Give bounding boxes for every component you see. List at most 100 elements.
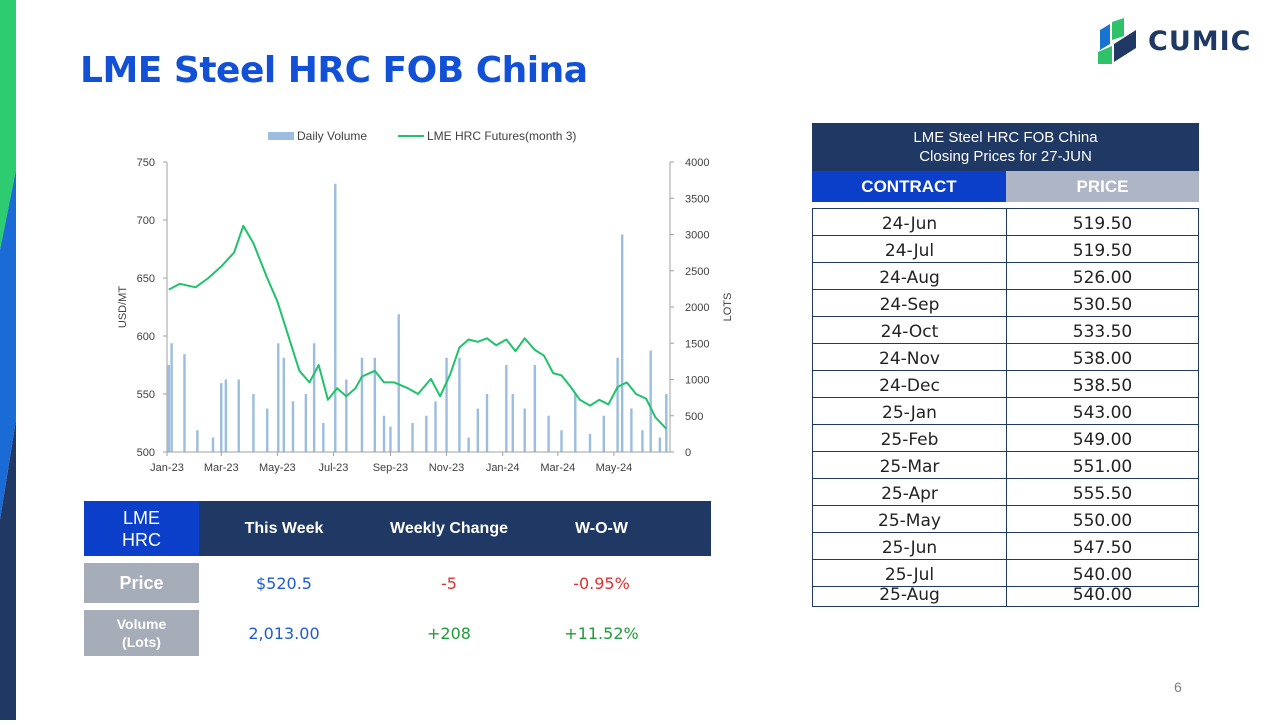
table-row: 24-Nov 538.00 [813,344,1198,371]
price-cell: 549.00 [1072,430,1133,450]
volume-bar [397,314,400,452]
volume-bar [523,408,526,452]
price-cell: 547.50 [1072,538,1133,558]
price-cell: 526.00 [1072,268,1133,288]
price-weekly-change: -5 [441,573,457,593]
cumic-logo: CUMIC [1096,18,1251,64]
volume-bar [630,408,633,452]
volume-bar [616,357,619,452]
y-tick-labels: 750 700 650 600 550 500 [137,157,167,459]
volume-bar [252,394,255,452]
y2-tick-labels: 4000 3500 3000 2500 2000 1500 1000 500 0 [670,157,709,459]
volume-bars [167,183,668,452]
futures-price-line [168,224,668,430]
contract-cell: 24-Dec [813,371,1007,397]
volume-bar [547,415,550,452]
volume-bar [658,437,662,452]
contract-cell: 24-Oct [813,317,1007,343]
price-cell: 519.50 [1072,214,1133,234]
x-tick-label: Nov-23 [429,462,464,474]
volume-bar [183,354,186,452]
volume-bar [224,379,228,452]
contract-cell: 24-Sep [813,290,1007,316]
volume-bar [312,343,316,452]
volume-weekly-change: +208 [427,623,471,643]
table-row: 24-Jun 519.50 [813,209,1198,236]
volume-bar [304,394,308,452]
volume-bar [282,357,285,452]
y2-tick-label: 1500 [685,338,709,350]
weekly-summary-table: LME HRC This Week Weekly Change W-O-W Pr… [84,501,711,656]
logo-text: CUMIC [1148,25,1252,57]
table-row: 24-Oct 533.50 [813,317,1198,344]
legend: Daily Volume LME HRC Futures(month 3) [268,129,576,143]
legend-label-futures: LME HRC Futures(month 3) [427,129,576,143]
header-price: PRICE [1006,171,1199,202]
volume-bar [574,394,577,452]
closing-prices-table: LME Steel HRC FOB China Closing Prices f… [812,123,1199,607]
contract-cell: 25-Jan [813,398,1007,424]
volume-bar [665,394,668,452]
y-tick-label: 650 [137,273,155,285]
row-label-price: Price [84,563,199,603]
volume-bar [382,415,386,452]
volume-bar [533,365,537,452]
price-cell: 519.50 [1072,241,1133,261]
contract-cell: 24-Jun [813,209,1007,235]
volume-bar [167,365,171,452]
y2-tick-label: 3000 [685,230,709,242]
volume-wow: +11.52% [564,623,639,643]
x-tick-label: Mar-23 [204,462,239,474]
volume-bar [425,415,428,452]
volume-bar [602,415,605,452]
x-tick-label: May-23 [259,462,296,474]
accent-bar-shape [0,0,16,720]
closing-table-title: LME Steel HRC FOB China Closing Prices f… [812,123,1199,171]
volume-bar [445,357,448,452]
volume-bar [345,379,348,452]
contract-cell: 25-Aug [813,585,1007,606]
volume-bar [220,383,223,452]
price-wow: -0.95% [573,573,630,593]
legend-swatch-volume [268,132,294,140]
price-cell: 538.00 [1072,349,1133,369]
volume-bar [485,394,489,452]
volume-bar [641,430,644,452]
x-tick-label: May-24 [596,462,633,474]
x-tick-label: Jan-24 [486,462,520,474]
left-accent-bar [0,0,16,720]
header-weekly-change: Weekly Change [390,519,508,537]
closing-table-title-line1: LME Steel HRC FOB China [913,129,1098,146]
volume-bar [277,343,280,452]
contract-cell: 25-Mar [813,452,1007,478]
table-row: 25-Jul 540.00 [813,560,1198,587]
row-label-volume: Volume (Lots) [84,610,199,656]
contract-cell: 24-Aug [813,263,1007,289]
table-row: 24-Aug 526.00 [813,263,1198,290]
volume-bar [434,401,437,452]
volume-this-week: 2,013.00 [248,623,320,643]
volume-bar [620,234,624,452]
y2-tick-label: 0 [685,447,691,459]
header-wow: W-O-W [575,519,628,537]
y-tick-label: 600 [137,331,155,343]
x-tick-label: Mar-24 [540,462,575,474]
table-row: 25-Jun 547.50 [813,533,1198,560]
y2-tick-label: 500 [685,411,703,423]
volume-bar [360,357,364,452]
y2-tick-label: 2500 [685,266,709,278]
closing-table-header: CONTRACT PRICE [812,171,1199,202]
x-tick-label: Sep-23 [373,462,408,474]
header-contract: CONTRACT [812,171,1006,202]
summary-row-volume: Volume (Lots) 2,013.00 +208 +11.52% [84,610,711,656]
volume-bar [373,357,377,452]
price-cell: 538.50 [1072,376,1133,396]
volume-bar [266,408,269,452]
logo-mark-icon [1098,18,1136,64]
y-axis-label: USD/MT [117,286,129,328]
volume-bar [476,408,480,452]
volume-bar [560,430,563,452]
volume-bar [322,423,325,452]
closing-table-body: 24-Jun 519.50 24-Jul 519.50 24-Aug 526.00 24-S… [812,208,1199,607]
y2-tick-label: 1000 [685,375,709,387]
